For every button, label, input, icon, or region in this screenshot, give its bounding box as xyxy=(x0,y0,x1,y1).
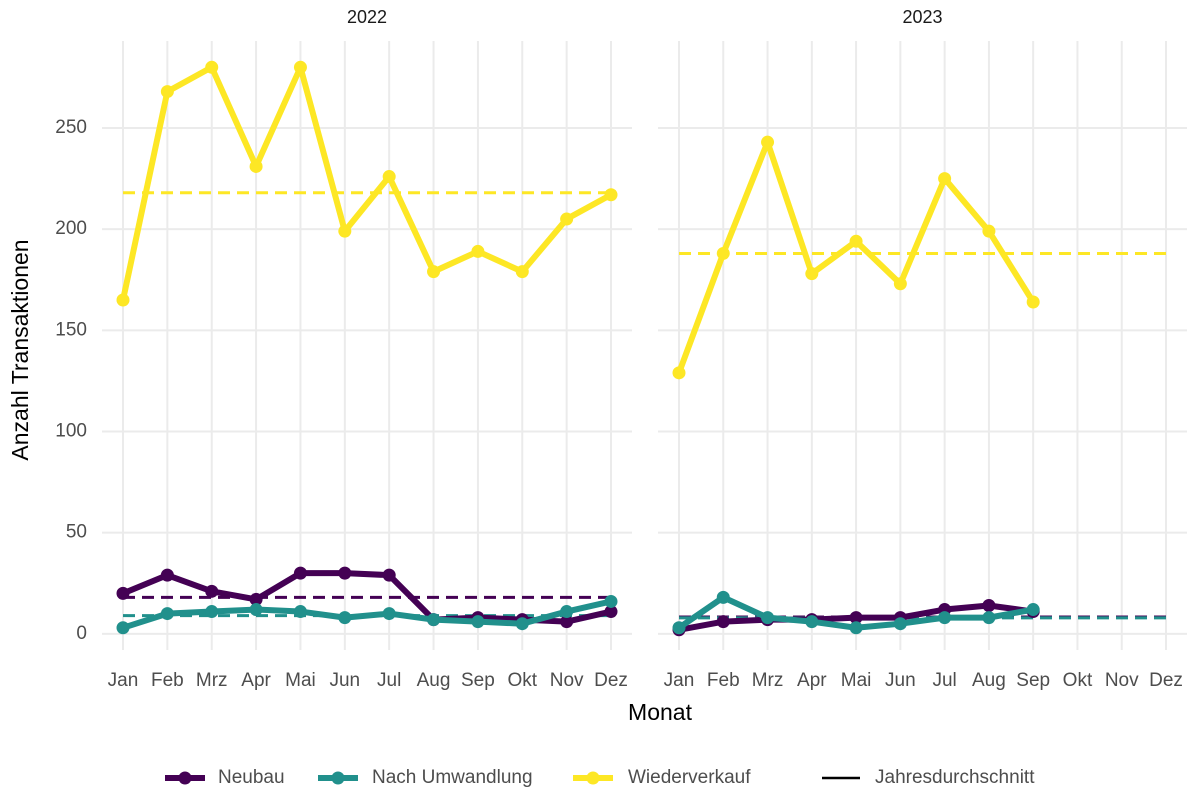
x-tick-label: Jun xyxy=(885,670,916,691)
x-tick-label: Dez xyxy=(1149,670,1183,691)
data-point xyxy=(560,615,574,629)
data-point xyxy=(849,234,863,248)
data-point xyxy=(427,265,441,279)
x-tick-label: Okt xyxy=(1063,670,1093,691)
data-point xyxy=(982,598,996,612)
x-tick-label: Nov xyxy=(1105,670,1139,691)
y-tick-label: 100 xyxy=(55,421,87,442)
y-tick-label: 150 xyxy=(55,319,87,340)
data-point xyxy=(604,594,618,608)
x-tick-label: Feb xyxy=(151,670,184,691)
data-point xyxy=(160,607,174,621)
data-point xyxy=(249,592,263,606)
data-point xyxy=(338,224,352,238)
x-tick-label: Apr xyxy=(797,670,827,691)
data-point xyxy=(893,277,907,291)
data-point xyxy=(560,212,574,226)
x-tick-label: Mai xyxy=(841,670,872,691)
y-axis-label: Anzahl Transaktionen xyxy=(7,239,33,460)
legend-swatch xyxy=(586,771,600,785)
legend-label: Nach Umwandlung xyxy=(372,767,533,788)
data-point xyxy=(160,85,174,99)
x-tick-label: Jun xyxy=(329,670,360,691)
legend-swatch xyxy=(331,771,345,785)
data-point xyxy=(716,590,730,604)
x-tick-label: Aug xyxy=(417,670,451,691)
legend-swatch xyxy=(178,771,192,785)
data-point xyxy=(560,605,574,619)
y-tick-label: 0 xyxy=(76,623,87,644)
data-point xyxy=(382,607,396,621)
y-tick-label: 200 xyxy=(55,218,87,239)
x-tick-label: Jan xyxy=(108,670,139,691)
data-point xyxy=(249,159,263,173)
x-tick-label: Mrz xyxy=(752,670,784,691)
data-point xyxy=(293,60,307,74)
data-point xyxy=(116,586,130,600)
data-point xyxy=(471,244,485,258)
data-point xyxy=(515,617,529,631)
data-point xyxy=(205,605,219,619)
data-point xyxy=(938,611,952,625)
data-point xyxy=(672,621,686,635)
data-point xyxy=(1026,295,1040,309)
data-point xyxy=(761,611,775,625)
x-tick-label: Okt xyxy=(507,670,537,691)
data-point xyxy=(672,366,686,380)
y-tick-label: 50 xyxy=(66,522,87,543)
data-point xyxy=(604,188,618,202)
data-point xyxy=(338,611,352,625)
data-point xyxy=(471,615,485,629)
data-point xyxy=(805,267,819,281)
legend-label: Jahresdurchschnitt xyxy=(875,767,1035,788)
data-point xyxy=(205,584,219,598)
data-point xyxy=(382,170,396,184)
data-point xyxy=(849,611,863,625)
facet-title: 2023 xyxy=(902,7,942,27)
x-tick-label: Feb xyxy=(707,670,740,691)
x-axis-label: Monat xyxy=(628,699,693,725)
x-tick-label: Sep xyxy=(461,670,495,691)
x-tick-label: Apr xyxy=(241,670,271,691)
series-line xyxy=(122,598,612,631)
y-tick-label: 250 xyxy=(55,117,87,138)
legend-label: Neubau xyxy=(218,767,285,788)
data-point xyxy=(893,617,907,631)
data-point xyxy=(805,615,819,629)
data-point xyxy=(849,621,863,635)
data-point xyxy=(761,135,775,149)
data-point xyxy=(982,224,996,238)
data-point xyxy=(982,611,996,625)
data-point xyxy=(116,621,130,635)
x-tick-label: Jul xyxy=(932,670,956,691)
x-tick-label: Nov xyxy=(550,670,584,691)
data-point xyxy=(249,603,263,617)
data-point xyxy=(1026,603,1040,617)
data-point xyxy=(338,566,352,580)
data-point xyxy=(116,293,130,307)
data-point xyxy=(205,60,219,74)
x-tick-label: Mrz xyxy=(196,670,228,691)
x-tick-label: Jul xyxy=(377,670,401,691)
data-point xyxy=(382,568,396,582)
data-point xyxy=(293,566,307,580)
facet-title: 2022 xyxy=(347,7,387,27)
x-tick-label: Dez xyxy=(594,670,628,691)
legend-label: Wiederverkauf xyxy=(628,767,751,788)
data-point xyxy=(293,605,307,619)
data-point xyxy=(160,568,174,582)
x-tick-label: Mai xyxy=(285,670,316,691)
series-line xyxy=(120,64,613,301)
data-point xyxy=(716,246,730,260)
x-tick-label: Sep xyxy=(1016,670,1050,691)
data-point xyxy=(427,613,441,627)
data-point xyxy=(938,172,952,186)
data-point xyxy=(604,605,618,619)
x-tick-label: Aug xyxy=(972,670,1006,691)
data-point xyxy=(716,615,730,629)
data-point xyxy=(515,265,529,279)
x-tick-label: Jan xyxy=(664,670,695,691)
